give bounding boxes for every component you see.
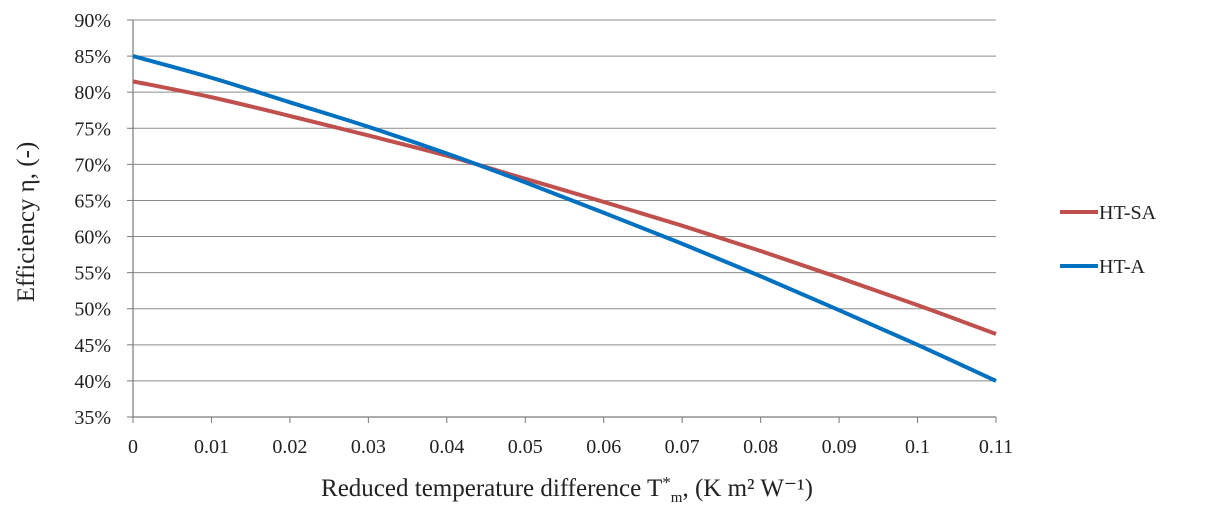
y-tick-label: 60%: [74, 227, 111, 249]
x-tick-label: 0: [128, 436, 138, 458]
x-tick-label: 0.07: [665, 436, 700, 458]
x-tick-label: 0.11: [979, 436, 1013, 458]
y-tick-label: 50%: [74, 299, 111, 321]
y-tick-label: 45%: [74, 335, 111, 357]
x-tick-label: 0.08: [743, 436, 778, 458]
x-axis-title: Reduced temperature difference T*m, (K m…: [321, 473, 813, 506]
y-tick-label: 90%: [74, 10, 111, 32]
y-tick-label: 85%: [74, 46, 111, 68]
x-tick-labels: 0 0.01 0.02 0.03 0.04 0.05 0.06 0.07 0.08 0.09 0.1…: [128, 436, 1013, 458]
legend-label-ht-a: HT-A: [1099, 256, 1145, 278]
x-axis-title-sub: m: [671, 490, 683, 506]
x-axis-title-units: , (K m² W⁻¹): [682, 475, 812, 502]
y-tick-label: 40%: [74, 371, 111, 393]
x-axis-title-main: Reduced temperature difference T: [321, 475, 662, 502]
x-axis-title-sup: *: [662, 473, 671, 492]
series-line-ht-sa: [132, 79, 997, 336]
x-tick-label: 0.05: [508, 436, 543, 458]
legend-label-ht-sa: HT-SA: [1099, 202, 1157, 224]
x-tick-label: 0.02: [272, 436, 307, 458]
x-tick-label: 0.04: [429, 436, 464, 458]
y-axis-title: Efficiency η, (-): [13, 142, 40, 302]
y-tick-label: 80%: [74, 82, 111, 104]
series-lines: [132, 54, 997, 383]
x-tick-label: 0.06: [586, 436, 621, 458]
series-line-ht-a: [132, 54, 997, 383]
x-tick-label: 0.09: [822, 436, 857, 458]
y-tick-label: 75%: [74, 118, 111, 140]
gridlines: [133, 19, 996, 382]
legend: HT-SA HT-A: [1060, 202, 1157, 278]
y-tick-label: 35%: [74, 407, 111, 429]
x-tick-label: 0.01: [194, 436, 229, 458]
axes: [127, 19, 997, 423]
y-tick-label: 70%: [74, 154, 111, 176]
y-tick-label: 55%: [74, 263, 111, 285]
y-tick-label: 65%: [74, 190, 111, 212]
x-tick-label: 0.03: [351, 436, 386, 458]
x-tick-label: 0.1: [905, 436, 930, 458]
y-tick-labels: 35% 40% 45% 50% 55% 60% 65% 70% 75% 80% 85% 90%: [74, 10, 111, 429]
